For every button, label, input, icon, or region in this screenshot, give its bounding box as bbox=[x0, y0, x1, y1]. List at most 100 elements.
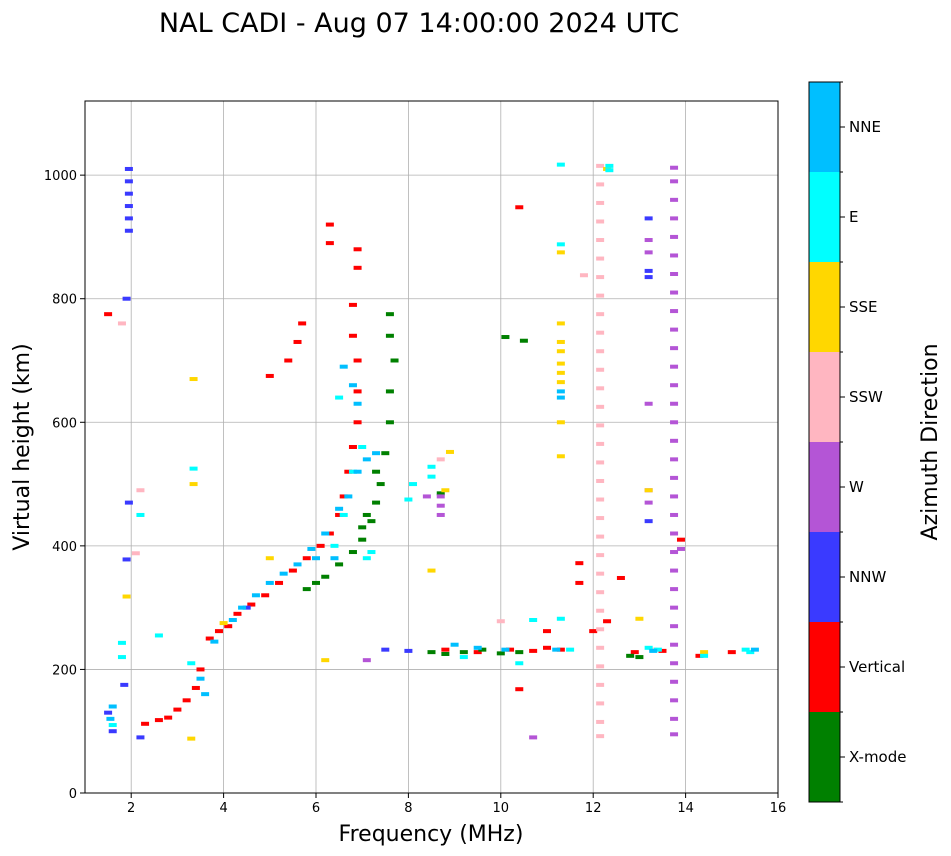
data-point bbox=[330, 556, 339, 561]
data-point bbox=[556, 389, 565, 394]
y-tick-label: 200 bbox=[52, 663, 77, 678]
data-point bbox=[556, 370, 565, 375]
data-point bbox=[605, 168, 614, 173]
data-point bbox=[196, 676, 205, 681]
data-point bbox=[136, 735, 145, 740]
data-point bbox=[596, 312, 605, 317]
data-marks bbox=[104, 162, 759, 741]
data-point bbox=[205, 636, 214, 641]
colorbar-label: E bbox=[849, 208, 858, 226]
data-point bbox=[265, 556, 274, 561]
data-point bbox=[321, 574, 330, 579]
data-point bbox=[321, 658, 330, 663]
data-point bbox=[566, 647, 575, 652]
data-point bbox=[321, 531, 330, 536]
data-point bbox=[279, 571, 288, 576]
y-tick-label: 800 bbox=[52, 293, 77, 308]
data-point bbox=[265, 580, 274, 585]
data-point bbox=[700, 650, 709, 655]
data-point bbox=[228, 618, 237, 622]
x-tick-label: 16 bbox=[770, 801, 787, 816]
data-point bbox=[556, 420, 565, 425]
data-point bbox=[409, 482, 418, 487]
data-point bbox=[339, 494, 348, 499]
data-point bbox=[390, 358, 399, 363]
data-point bbox=[501, 335, 510, 340]
data-point bbox=[233, 611, 242, 616]
data-point bbox=[339, 364, 348, 369]
data-point bbox=[344, 469, 353, 474]
data-point bbox=[124, 216, 133, 221]
data-point bbox=[404, 648, 413, 653]
data-point bbox=[362, 556, 371, 561]
data-point bbox=[427, 464, 436, 469]
data-point bbox=[436, 491, 445, 496]
data-point bbox=[596, 734, 605, 739]
data-point bbox=[381, 647, 390, 652]
data-point bbox=[335, 562, 344, 567]
data-point bbox=[556, 321, 565, 326]
data-point bbox=[596, 719, 605, 724]
data-point bbox=[293, 562, 302, 567]
data-point bbox=[670, 383, 679, 388]
data-point bbox=[325, 531, 334, 536]
data-point bbox=[596, 275, 605, 280]
data-point bbox=[670, 216, 679, 221]
series-e bbox=[108, 162, 755, 728]
data-point bbox=[649, 648, 658, 653]
data-point bbox=[238, 605, 247, 610]
data-point bbox=[644, 488, 653, 493]
chart-title: NAL CADI - Aug 07 14:00:00 2024 UTC bbox=[159, 8, 679, 39]
data-point bbox=[325, 222, 334, 227]
data-point bbox=[596, 590, 605, 595]
data-point bbox=[427, 650, 436, 655]
colorbar-frame bbox=[808, 81, 841, 803]
data-point bbox=[108, 704, 117, 709]
colorbar-label: NNE bbox=[849, 118, 881, 136]
data-point bbox=[596, 701, 605, 706]
data-point bbox=[372, 469, 381, 474]
data-point bbox=[670, 642, 679, 647]
data-point bbox=[670, 732, 679, 737]
data-point bbox=[293, 339, 302, 344]
data-point bbox=[596, 200, 605, 205]
data-point bbox=[325, 241, 334, 246]
data-point bbox=[644, 500, 653, 505]
data-point bbox=[596, 163, 605, 168]
data-point bbox=[108, 723, 117, 728]
x-tick-label: 4 bbox=[219, 801, 227, 816]
data-point bbox=[117, 655, 126, 660]
data-point bbox=[670, 457, 679, 462]
data-point bbox=[339, 512, 348, 517]
data-point bbox=[124, 228, 133, 233]
data-point bbox=[596, 478, 605, 483]
data-point bbox=[670, 605, 679, 610]
x-tick-label: 8 bbox=[404, 801, 412, 816]
data-point bbox=[506, 647, 515, 652]
data-point bbox=[543, 629, 551, 634]
data-point bbox=[529, 648, 538, 653]
data-point bbox=[670, 327, 679, 332]
data-point bbox=[404, 497, 413, 502]
data-point bbox=[381, 451, 390, 456]
plot-area: 2 4 6 8 10 12 14 16 0 200 400 600 800 1000 bbox=[44, 100, 787, 816]
data-point bbox=[302, 556, 311, 561]
data-point bbox=[670, 587, 679, 592]
data-point bbox=[362, 457, 371, 462]
series-vertical bbox=[104, 205, 736, 726]
data-point bbox=[284, 358, 293, 363]
colorbar-swatch bbox=[809, 352, 840, 442]
data-point bbox=[459, 655, 468, 660]
data-point bbox=[358, 537, 367, 542]
data-point bbox=[741, 647, 750, 652]
data-point bbox=[644, 275, 653, 280]
data-point bbox=[644, 645, 653, 650]
data-point bbox=[670, 253, 679, 258]
colorbar-label: X-mode bbox=[849, 748, 906, 766]
data-point bbox=[312, 556, 320, 561]
data-point bbox=[670, 568, 679, 573]
data-point bbox=[670, 624, 679, 629]
data-point bbox=[750, 647, 759, 652]
data-point bbox=[459, 650, 468, 655]
data-point bbox=[302, 587, 311, 592]
